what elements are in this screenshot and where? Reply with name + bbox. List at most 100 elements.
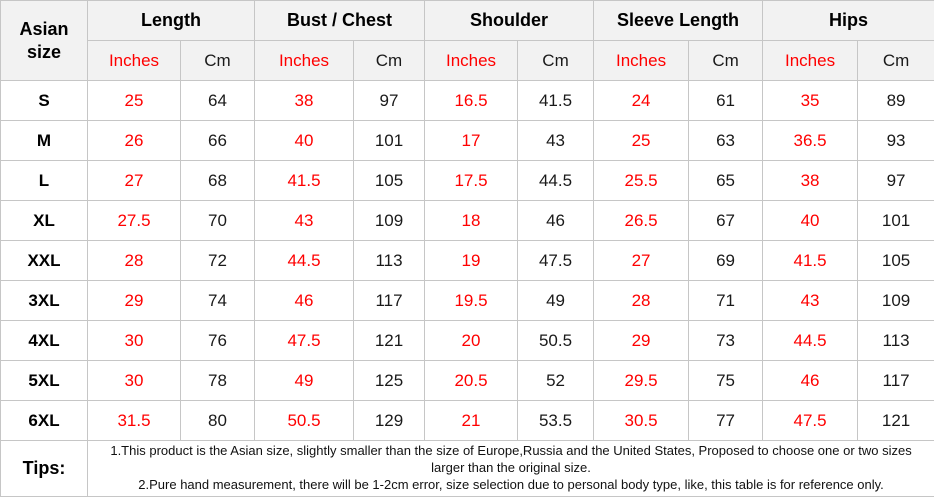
size-row-label: 4XL	[1, 321, 88, 361]
value-cm: 121	[354, 321, 425, 361]
value-cm: 101	[858, 201, 934, 241]
value-cm: 101	[354, 121, 425, 161]
group-header-bust-chest: Bust / Chest	[255, 1, 425, 41]
value-inches: 30	[88, 361, 181, 401]
group-header-sleeve-length: Sleeve Length	[594, 1, 763, 41]
unit-header-inches: Inches	[88, 41, 181, 81]
value-cm: 65	[689, 161, 763, 201]
value-inches: 17.5	[425, 161, 518, 201]
value-inches: 41.5	[763, 241, 858, 281]
size-row-label: XXL	[1, 241, 88, 281]
value-cm: 77	[689, 401, 763, 441]
value-inches: 49	[255, 361, 354, 401]
unit-header-cm: Cm	[689, 41, 763, 81]
value-inches: 17	[425, 121, 518, 161]
value-cm: 121	[858, 401, 934, 441]
value-cm: 69	[689, 241, 763, 281]
value-inches: 43	[255, 201, 354, 241]
value-cm: 117	[354, 281, 425, 321]
unit-header-cm: Cm	[518, 41, 594, 81]
group-header-length: Length	[88, 1, 255, 41]
value-cm: 71	[689, 281, 763, 321]
value-inches: 16.5	[425, 81, 518, 121]
value-cm: 78	[181, 361, 255, 401]
value-cm: 75	[689, 361, 763, 401]
value-cm: 93	[858, 121, 934, 161]
value-inches: 38	[763, 161, 858, 201]
value-inches: 29.5	[594, 361, 689, 401]
value-cm: 63	[689, 121, 763, 161]
value-inches: 19.5	[425, 281, 518, 321]
value-inches: 44.5	[255, 241, 354, 281]
value-cm: 70	[181, 201, 255, 241]
value-cm: 43	[518, 121, 594, 161]
value-cm: 105	[354, 161, 425, 201]
value-inches: 27	[594, 241, 689, 281]
value-cm: 113	[858, 321, 934, 361]
value-cm: 74	[181, 281, 255, 321]
value-inches: 40	[763, 201, 858, 241]
value-cm: 109	[858, 281, 934, 321]
value-inches: 27.5	[88, 201, 181, 241]
size-row-label: 3XL	[1, 281, 88, 321]
value-cm: 97	[858, 161, 934, 201]
value-inches: 41.5	[255, 161, 354, 201]
size-row-label: XL	[1, 201, 88, 241]
value-inches: 44.5	[763, 321, 858, 361]
value-cm: 89	[858, 81, 934, 121]
value-inches: 30.5	[594, 401, 689, 441]
value-inches: 21	[425, 401, 518, 441]
tips-line-1: 1.This product is the Asian size, slight…	[92, 443, 930, 477]
size-row-label: S	[1, 81, 88, 121]
tips-line-2: 2.Pure hand measurement, there will be 1…	[92, 477, 930, 494]
value-inches: 20.5	[425, 361, 518, 401]
value-inches: 27	[88, 161, 181, 201]
size-row-label: M	[1, 121, 88, 161]
value-inches: 19	[425, 241, 518, 281]
value-cm: 73	[689, 321, 763, 361]
unit-header-cm: Cm	[181, 41, 255, 81]
value-cm: 49	[518, 281, 594, 321]
value-cm: 117	[858, 361, 934, 401]
group-header-row: Asian size Length Bust / Chest Shoulder …	[1, 1, 934, 41]
unit-header-inches: Inches	[594, 41, 689, 81]
value-inches: 29	[88, 281, 181, 321]
value-cm: 64	[181, 81, 255, 121]
value-inches: 47.5	[763, 401, 858, 441]
value-inches: 18	[425, 201, 518, 241]
value-inches: 43	[763, 281, 858, 321]
unit-header-cm: Cm	[354, 41, 425, 81]
value-cm: 66	[181, 121, 255, 161]
tips-row: Tips: 1.This product is the Asian size, …	[1, 441, 934, 497]
value-inches: 28	[88, 241, 181, 281]
value-cm: 61	[689, 81, 763, 121]
value-cm: 72	[181, 241, 255, 281]
tips-text: 1.This product is the Asian size, slight…	[88, 441, 934, 497]
value-inches: 47.5	[255, 321, 354, 361]
value-cm: 41.5	[518, 81, 594, 121]
value-cm: 125	[354, 361, 425, 401]
value-inches: 31.5	[88, 401, 181, 441]
value-cm: 97	[354, 81, 425, 121]
value-inches: 50.5	[255, 401, 354, 441]
value-cm: 67	[689, 201, 763, 241]
value-inches: 30	[88, 321, 181, 361]
value-cm: 109	[354, 201, 425, 241]
value-cm: 46	[518, 201, 594, 241]
value-inches: 25	[88, 81, 181, 121]
unit-header-cm: Cm	[858, 41, 934, 81]
value-cm: 52	[518, 361, 594, 401]
size-row-label: L	[1, 161, 88, 201]
unit-header-inches: Inches	[255, 41, 354, 81]
value-cm: 44.5	[518, 161, 594, 201]
value-cm: 50.5	[518, 321, 594, 361]
